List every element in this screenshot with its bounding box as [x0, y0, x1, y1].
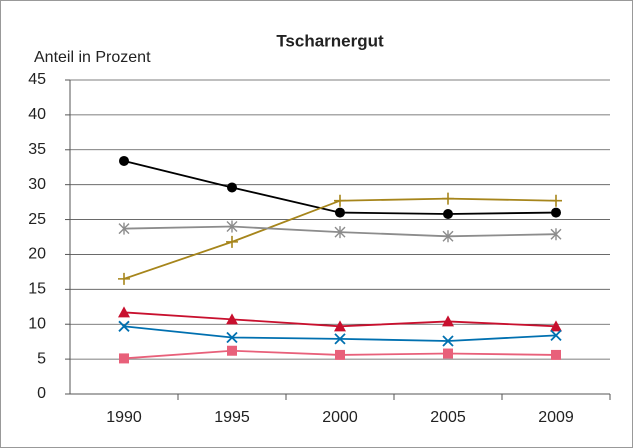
marker — [226, 220, 238, 233]
y-tick-label: 5 — [37, 350, 46, 367]
marker — [334, 320, 346, 332]
marker — [119, 353, 129, 364]
marker — [551, 349, 561, 360]
x-tick-label: 2000 — [322, 409, 358, 426]
y-tick-label: 35 — [28, 141, 46, 158]
x-tick-label: 2005 — [430, 409, 466, 426]
marker — [227, 182, 237, 193]
marker — [118, 222, 130, 235]
marker — [118, 306, 130, 318]
marker — [550, 194, 562, 207]
y-tick-label: 20 — [28, 246, 46, 263]
y-tick-label: 10 — [28, 315, 46, 332]
marker — [550, 228, 562, 241]
marker — [443, 348, 453, 359]
y-axis-title: Anteil in Prozent — [34, 49, 151, 66]
marker — [442, 192, 454, 205]
y-tick-label: 30 — [28, 176, 46, 193]
marker — [334, 194, 346, 207]
x-tick-label: 1995 — [214, 409, 250, 426]
y-tick-label: 0 — [37, 385, 46, 402]
marker — [550, 320, 562, 332]
marker — [335, 349, 345, 360]
marker — [227, 345, 237, 356]
marker — [551, 207, 561, 218]
marker — [550, 329, 562, 342]
marker — [226, 313, 238, 325]
marker — [119, 155, 129, 166]
marker — [226, 235, 238, 248]
marker — [442, 315, 454, 327]
chart-title: Tscharnergut — [276, 31, 384, 50]
marker — [442, 230, 454, 243]
y-tick-label: 15 — [28, 281, 46, 298]
marker — [335, 207, 345, 218]
y-tick-label: 45 — [28, 71, 46, 88]
marker — [118, 320, 130, 332]
y-tick-label: 40 — [28, 106, 46, 123]
marker — [334, 333, 346, 345]
marker — [118, 272, 130, 285]
x-tick-label: 2009 — [538, 409, 574, 426]
marker — [334, 226, 346, 239]
marker — [226, 331, 238, 344]
y-tick-label: 25 — [28, 211, 46, 228]
marker — [442, 335, 454, 347]
x-tick-label: 1990 — [106, 409, 142, 426]
marker — [443, 208, 453, 219]
